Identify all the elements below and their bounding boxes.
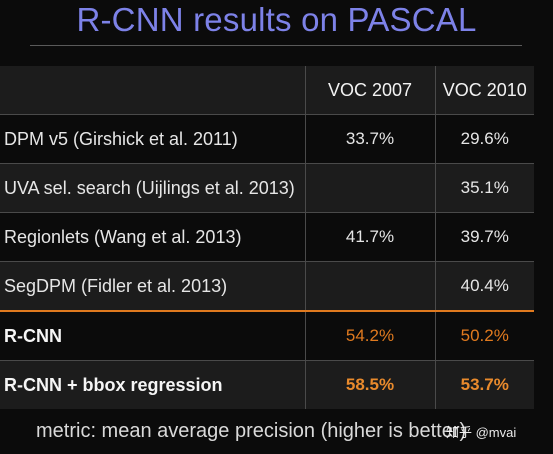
voc2007-value: 58.5% (305, 360, 436, 409)
slide-title: R-CNN results on PASCAL (76, 1, 477, 38)
table-row: SegDPM (Fidler et al. 2013) 40.4% (0, 261, 534, 311)
metric-footnote: metric: mean average precision (higher i… (36, 420, 467, 442)
watermark: 知乎 @mvai (446, 425, 517, 440)
title-divider (30, 45, 522, 46)
method-name: SegDPM (Fidler et al. 2013) (0, 261, 306, 311)
voc2010-value: 53.7% (435, 360, 534, 409)
table-row: Regionlets (Wang et al. 2013) 41.7% 39.7… (0, 212, 534, 262)
voc2010-value: 29.6% (435, 114, 534, 164)
method-name: R-CNN (0, 310, 306, 361)
voc2010-value: 50.2% (435, 310, 534, 361)
voc2010-value: 40.4% (435, 261, 534, 311)
table-row: DPM v5 (Girshick et al. 2011) 33.7% 29.6… (0, 114, 534, 164)
voc2007-value (305, 163, 436, 213)
table-header-row: VOC 2007 VOC 2010 (0, 66, 534, 115)
results-table: VOC 2007 VOC 2010 DPM v5 (Girshick et al… (0, 66, 534, 409)
voc2010-value: 39.7% (435, 212, 534, 262)
method-name: UVA sel. search (Uijlings et al. 2013) (0, 163, 306, 213)
table-row-rcnn: R-CNN 54.2% 50.2% (0, 310, 534, 361)
table-row-rcnn-bbox: R-CNN + bbox regression 58.5% 53.7% (0, 360, 534, 409)
method-name: Regionlets (Wang et al. 2013) (0, 212, 306, 262)
voc2007-value: 54.2% (305, 310, 436, 361)
voc2007-value (305, 261, 436, 311)
header-voc2010: VOC 2010 (435, 66, 534, 115)
header-voc2007: VOC 2007 (305, 66, 436, 115)
method-name: DPM v5 (Girshick et al. 2011) (0, 114, 306, 164)
voc2007-value: 33.7% (305, 114, 436, 164)
table-row: UVA sel. search (Uijlings et al. 2013) 3… (0, 163, 534, 213)
voc2010-value: 35.1% (435, 163, 534, 213)
header-method (0, 66, 306, 115)
method-name: R-CNN + bbox regression (0, 360, 306, 409)
voc2007-value: 41.7% (305, 212, 436, 262)
